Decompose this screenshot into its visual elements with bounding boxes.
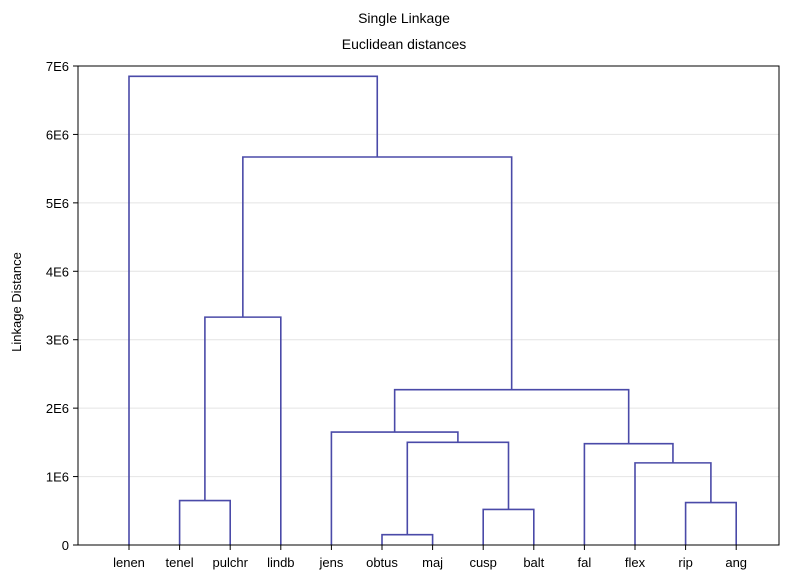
dendrogram-link	[128, 75, 379, 545]
dendrogram-link	[178, 499, 231, 545]
dendrogram-link	[482, 508, 535, 545]
dendrogram-link	[204, 316, 282, 545]
dendrogram-link	[634, 462, 712, 545]
x-tick-label: cusp	[469, 555, 496, 570]
x-tick-label: rip	[678, 555, 692, 570]
x-tick-label: lenen	[113, 555, 145, 570]
y-tick-label: 6E6	[46, 127, 69, 142]
dendrogram-link	[583, 442, 674, 545]
dendrogram-links	[128, 75, 737, 545]
y-tick-label: 4E6	[46, 264, 69, 279]
y-tick-label: 2E6	[46, 401, 69, 416]
x-tick-labels: lenen tenel pulchr lindb jens obtus maj cusp bal…	[113, 545, 747, 570]
dendrogram-link	[393, 388, 630, 444]
plot-frame	[77, 65, 780, 546]
dendrogram-link	[406, 441, 510, 535]
dendrogram-link	[242, 156, 513, 390]
chart-title: Single Linkage	[358, 10, 450, 26]
x-tick-label: obtus	[366, 555, 398, 570]
y-tick-label: 0	[62, 538, 69, 553]
x-tick-label: tenel	[165, 555, 193, 570]
x-tick-label: balt	[523, 555, 544, 570]
x-tick-label: jens	[318, 555, 343, 570]
chart-subtitle: Euclidean distances	[342, 36, 467, 52]
y-tick-label: 3E6	[46, 333, 69, 348]
y-tick-label: 1E6	[46, 470, 69, 485]
y-tick-labels: 0 1E6 2E6 3E6 4E6 5E6 6E6 7E6	[46, 59, 78, 553]
x-tick-label: fal	[578, 555, 592, 570]
x-tick-label: pulchr	[212, 555, 248, 570]
grid-lines	[78, 133, 779, 478]
x-tick-label: flex	[625, 555, 646, 570]
dendrogram-link	[330, 431, 459, 545]
dendrogram-link	[684, 501, 737, 545]
y-axis-label: Linkage Distance	[9, 252, 24, 352]
y-tick-label: 7E6	[46, 59, 69, 74]
x-tick-label: lindb	[267, 555, 294, 570]
x-tick-label: ang	[725, 555, 747, 570]
x-tick-label: maj	[422, 555, 443, 570]
dendrogram-link	[381, 533, 434, 545]
y-tick-label: 5E6	[46, 196, 69, 211]
